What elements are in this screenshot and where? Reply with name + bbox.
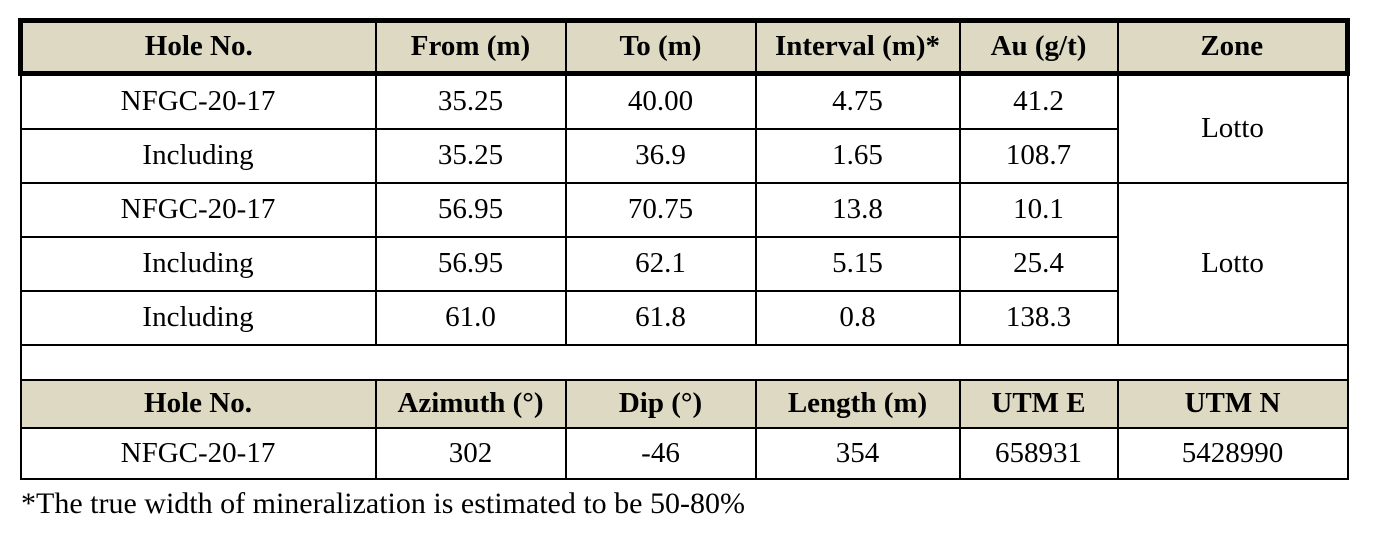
cell-from: 61.0 xyxy=(374,290,567,346)
cell-interval: 0.8 xyxy=(754,290,961,346)
cell-au: 41.2 xyxy=(958,72,1119,130)
cell-hole: NFGC-20-17 xyxy=(19,427,377,480)
cell-hole: Including xyxy=(19,290,377,346)
cell-from: 35.25 xyxy=(374,128,567,184)
table-row: Including 35.25 36.9 1.65 108.7 xyxy=(19,128,1348,184)
cell-to: 36.9 xyxy=(564,128,757,184)
true-width-footnote: *The true width of mineralization is est… xyxy=(21,487,745,520)
collar-header-dip: Dip (°) xyxy=(564,379,757,429)
cell-au: 10.1 xyxy=(958,182,1119,238)
cell-interval: 5.15 xyxy=(754,236,961,292)
assay-header-from: From (m) xyxy=(374,18,567,76)
cell-interval: 13.8 xyxy=(754,182,961,238)
cell-length: 354 xyxy=(754,427,961,480)
cell-au: 25.4 xyxy=(958,236,1119,292)
collar-header-length: Length (m) xyxy=(754,379,961,429)
assay-header-to: To (m) xyxy=(564,18,757,76)
cell-au: 108.7 xyxy=(958,128,1119,184)
cell-from: 56.95 xyxy=(374,182,567,238)
assay-header-row: Hole No. From (m) To (m) Interval (m)* A… xyxy=(18,18,1350,76)
assay-header-au: Au (g/t) xyxy=(958,18,1119,76)
cell-zone-merged: Lotto xyxy=(1116,182,1349,346)
table-row: Including 61.0 61.8 0.8 138.3 xyxy=(19,290,1348,346)
cell-hole: NFGC-20-17 xyxy=(19,182,377,238)
cell-azimuth: 302 xyxy=(374,427,567,480)
cell-from: 35.25 xyxy=(374,72,567,130)
cell-dip: -46 xyxy=(564,427,757,480)
assay-header-hole: Hole No. xyxy=(18,18,377,76)
spacer-row xyxy=(19,344,1349,381)
spacer-cell xyxy=(19,344,1349,381)
cell-hole: Including xyxy=(19,128,377,184)
cell-utm-e: 658931 xyxy=(958,427,1119,480)
collar-header-utm-n: UTM N xyxy=(1116,379,1349,429)
cell-to: 70.75 xyxy=(564,182,757,238)
assay-header-interval: Interval (m)* xyxy=(754,18,961,76)
collar-header-utm-e: UTM E xyxy=(958,379,1119,429)
cell-interval: 4.75 xyxy=(754,72,961,130)
cell-interval: 1.65 xyxy=(754,128,961,184)
collar-header-azimuth: Azimuth (°) xyxy=(374,379,567,429)
assay-header-zone: Zone xyxy=(1116,18,1350,76)
table-row: NFGC-20-17 56.95 70.75 13.8 10.1 Lotto xyxy=(19,182,1349,346)
collar-header-row: Hole No. Azimuth (°) Dip (°) Length (m) … xyxy=(19,379,1349,429)
cell-hole: Including xyxy=(19,236,377,292)
collar-header-hole: Hole No. xyxy=(19,379,377,429)
table-row: NFGC-20-17 35.25 40.00 4.75 41.2 Lotto xyxy=(19,72,1349,184)
cell-to: 40.00 xyxy=(564,72,757,130)
cell-zone-merged: Lotto xyxy=(1116,72,1349,184)
cell-to: 61.8 xyxy=(564,290,757,346)
table-row: NFGC-20-17 302 -46 354 658931 5428990 xyxy=(19,427,1349,480)
cell-utm-n: 5428990 xyxy=(1116,427,1349,480)
table-row: Including 56.95 62.1 5.15 25.4 xyxy=(19,236,1348,292)
cell-au: 138.3 xyxy=(958,290,1119,346)
cell-from: 56.95 xyxy=(374,236,567,292)
cell-to: 62.1 xyxy=(564,236,757,292)
drill-results-table: Hole No. From (m) To (m) Interval (m)* A… xyxy=(18,18,1350,480)
cell-hole: NFGC-20-17 xyxy=(19,72,377,130)
